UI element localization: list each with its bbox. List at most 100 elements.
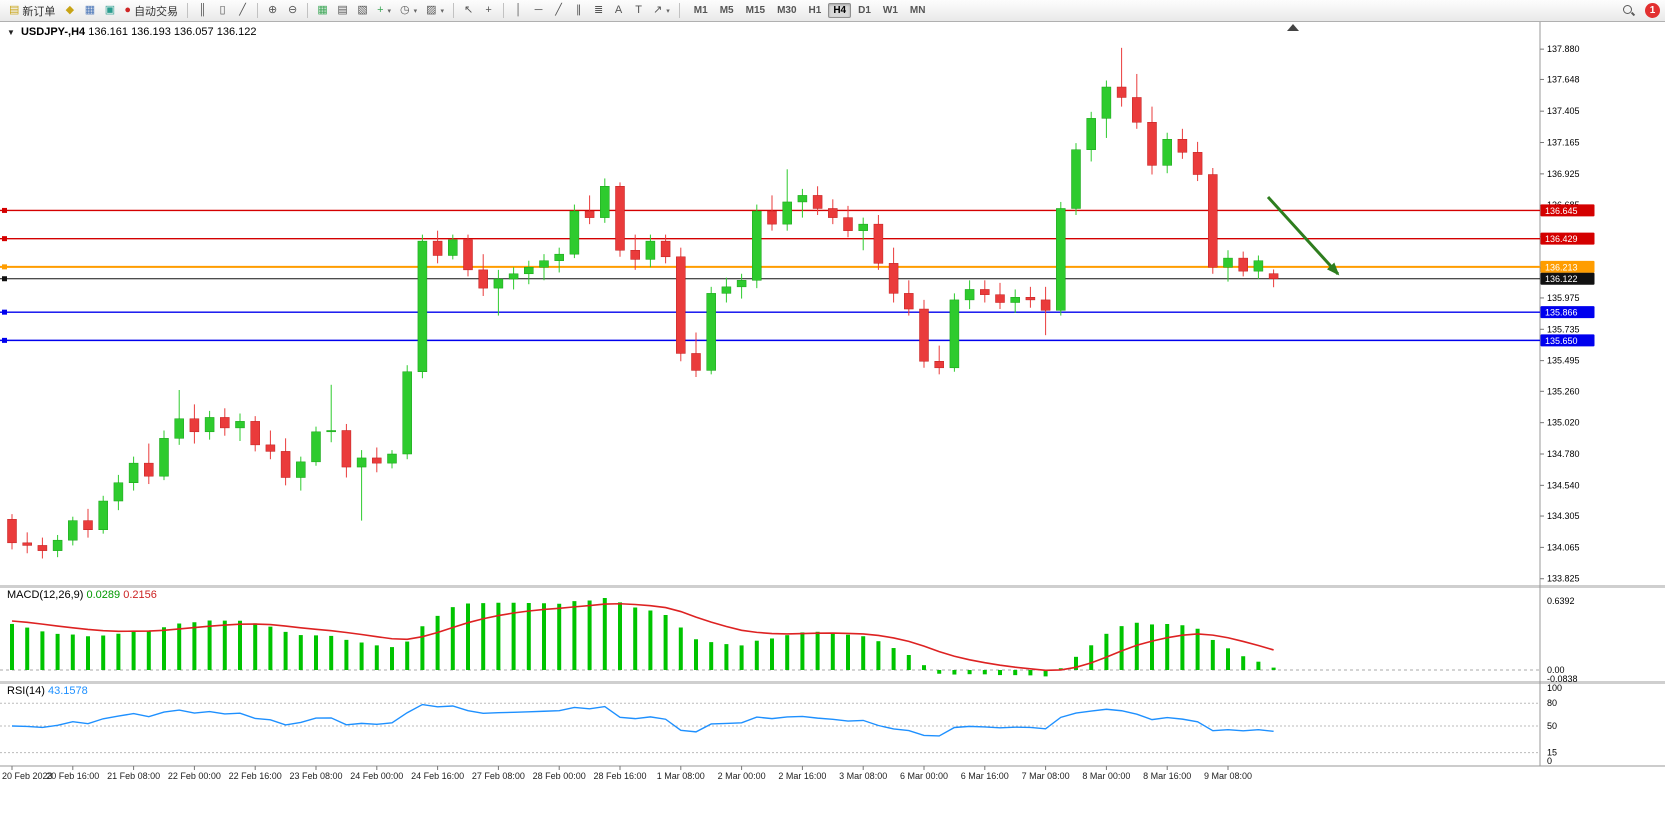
zoom-out-button[interactable]: ⊖ <box>283 2 302 20</box>
chart-canvas[interactable]: 137.880 137.648 137.405 137.165 136.925 136.6… <box>0 22 1665 837</box>
price-axis-label: 133.825 <box>1547 574 1580 584</box>
candle-body <box>843 217 853 231</box>
candle-body <box>995 294 1005 303</box>
cascade-windows-button[interactable]: ▧ <box>353 2 372 20</box>
toolbar-separator <box>187 3 189 18</box>
timeframe-button-M30[interactable]: M30 <box>777 5 797 16</box>
text-label-icon: T <box>635 4 642 16</box>
periods-button[interactable]: ◷ ▾ <box>396 2 421 20</box>
level-anchor <box>2 236 7 242</box>
timeframe-button-MN[interactable]: MN <box>909 5 926 16</box>
candle-body <box>645 240 656 260</box>
candle-body <box>98 500 108 531</box>
text-label-button[interactable]: T <box>629 2 648 20</box>
zoom-in-icon: ⊕ <box>267 4 278 16</box>
candle-body <box>782 201 792 225</box>
time-axis-label: 22 Feb 16:00 <box>229 771 282 781</box>
cursor-button[interactable]: ↖ <box>459 2 478 20</box>
candle-body <box>478 269 488 289</box>
panel-splitter[interactable] <box>0 681 1665 684</box>
time-axis-label: 2 Mar 00:00 <box>718 771 766 781</box>
price-badge-label: 136.429 <box>1545 234 1578 244</box>
data-window-button[interactable]: ▣ <box>100 2 119 20</box>
candle-body <box>1056 208 1066 311</box>
candle-body <box>569 210 580 255</box>
timeframe-button-H4[interactable]: H4 <box>828 3 852 18</box>
channel-button[interactable]: ∥ <box>569 2 588 20</box>
price-badge-label: 136.122 <box>1545 274 1578 284</box>
toolbar-separator <box>257 3 259 18</box>
vertical-line-icon: │ <box>515 4 522 16</box>
text-button[interactable]: A <box>609 2 628 20</box>
chevron-down-icon: ▾ <box>413 7 418 15</box>
candle-body <box>68 520 78 541</box>
arrows-tool-button[interactable]: ↗ ▾ <box>649 2 674 20</box>
time-axis-label: 6 Mar 16:00 <box>961 771 1009 781</box>
candlestick-chart-button[interactable]: ▯ <box>213 2 232 20</box>
price-axis-label: 135.020 <box>1547 418 1580 428</box>
candle-body <box>904 293 914 310</box>
toolbar-separator <box>307 3 309 18</box>
rsi-axis-label: 0 <box>1547 756 1552 766</box>
timeframe-button-M5[interactable]: M5 <box>719 5 734 16</box>
time-axis-label: 3 Mar 08:00 <box>839 771 887 781</box>
macd-axis-label: 0.6392 <box>1547 596 1575 606</box>
candle-body <box>706 293 716 371</box>
tile-windows-button[interactable]: ▦ <box>313 2 332 20</box>
crosshair-button[interactable]: + <box>479 2 498 20</box>
timeframe-button-D1[interactable]: D1 <box>858 5 871 16</box>
candle-body <box>524 266 534 275</box>
timeframe-button-M15[interactable]: M15 <box>745 5 766 16</box>
price-axis-label: 134.540 <box>1547 480 1580 490</box>
market-watch-icon: ▦ <box>84 4 96 16</box>
horizontal-line-button[interactable]: ─ <box>529 2 548 20</box>
candle-body <box>1086 118 1096 150</box>
panel-splitter[interactable] <box>0 585 1665 588</box>
crosshair-icon: + <box>485 4 492 16</box>
trendline-button[interactable]: ╱ <box>549 2 568 20</box>
price-badge-135.866 <box>1540 306 1595 319</box>
time-axis-label: 20 Feb 16:00 <box>46 771 99 781</box>
macd-axis-label: -0.0838 <box>1547 674 1578 684</box>
add-indicator-icon: + <box>377 4 384 16</box>
arrange-windows-button[interactable]: ▤ <box>333 2 352 20</box>
trend-arrow[interactable] <box>1266 195 1340 276</box>
time-axis-label: 20 Feb 2023 <box>2 771 53 781</box>
line-chart-button[interactable]: ╱ <box>233 2 252 20</box>
candle-body <box>463 239 473 271</box>
one-click-trading-collapse-icon[interactable]: ▼ <box>7 28 15 37</box>
templates-button[interactable]: ▨ ▾ <box>422 2 448 20</box>
time-axis-label: 24 Feb 00:00 <box>350 771 403 781</box>
timeframe-button-W1[interactable]: W1 <box>882 5 898 16</box>
timeframe-button-H1[interactable]: H1 <box>808 5 822 16</box>
bar-chart-icon: ║ <box>198 4 207 16</box>
vertical-line-button[interactable]: │ <box>509 2 528 20</box>
candle-body <box>402 371 412 455</box>
price-axis-label: 134.305 <box>1547 511 1580 521</box>
time-axis-label: 22 Feb 00:00 <box>168 771 221 781</box>
toolbar-separator <box>678 3 680 18</box>
add-indicator-button[interactable]: + ▾ <box>373 2 395 20</box>
fibonacci-button[interactable]: ≣ <box>589 2 608 20</box>
arrange-windows-icon: ▤ <box>337 4 348 16</box>
cascade-windows-icon: ▧ <box>357 4 368 16</box>
candle-body <box>1223 257 1233 268</box>
bar-chart-button[interactable]: ║ <box>193 2 212 20</box>
timeframe-button-M1[interactable]: M1 <box>693 5 708 16</box>
chart-shift-marker[interactable] <box>1287 24 1299 31</box>
macd-signal-line <box>11 602 1274 672</box>
new-order-button[interactable]: ▤ 新订单 <box>5 2 59 20</box>
auto-trading-button[interactable]: ● 自动交易 <box>120 2 182 20</box>
candle-body <box>1040 299 1051 311</box>
market-watch-button[interactable]: ▦ <box>80 2 99 20</box>
rsi-line <box>11 703 1274 737</box>
level-anchor <box>2 207 7 213</box>
notification-badge[interactable]: 1 <box>1645 3 1660 18</box>
price-axis-label: 134.065 <box>1547 542 1580 552</box>
chart-profile-button[interactable]: ◆ <box>60 2 79 20</box>
candle-body <box>22 542 32 546</box>
price-axis-label: 135.975 <box>1547 293 1580 303</box>
zoom-in-button[interactable]: ⊕ <box>263 2 282 20</box>
candle-body <box>1116 86 1127 98</box>
search-button[interactable] <box>1617 2 1640 20</box>
